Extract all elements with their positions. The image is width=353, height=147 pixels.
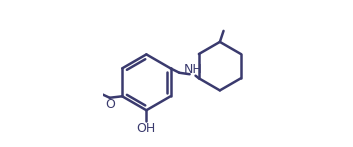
Text: OH: OH	[137, 122, 156, 135]
Text: O: O	[106, 98, 115, 111]
Text: NH: NH	[184, 63, 203, 76]
